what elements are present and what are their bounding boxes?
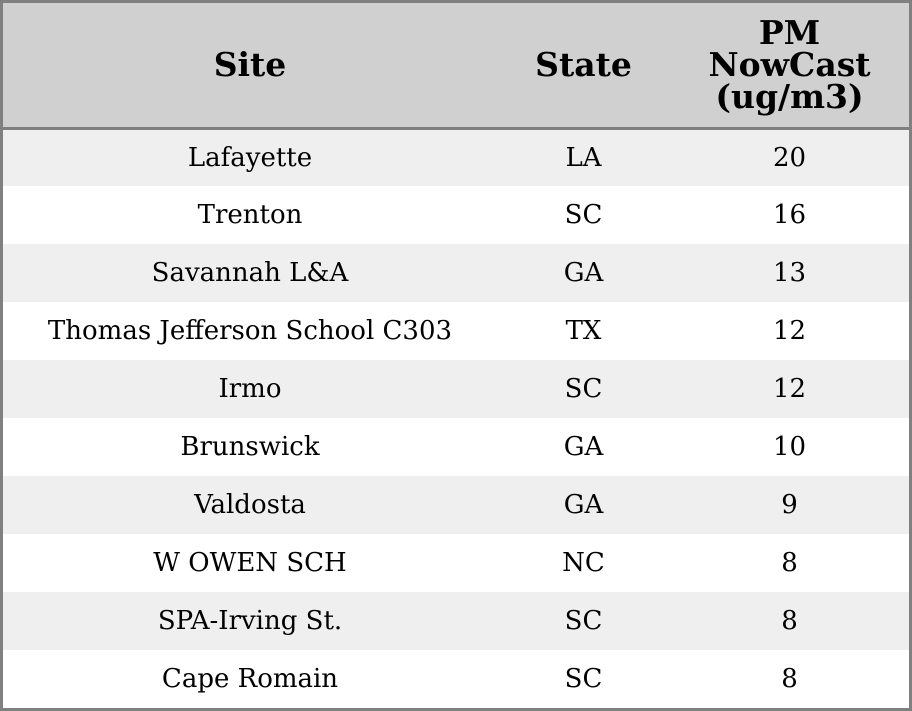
cell-pm: 8 (781, 606, 798, 636)
cell-state: SC (564, 664, 603, 694)
cell-state: LA (565, 142, 602, 173)
table-row: Trenton SC 16 (3, 186, 909, 244)
header-pm-line-1: PM (758, 12, 821, 52)
cell-pm: 8 (781, 664, 798, 694)
table-header: Site State PM NowCast (ug/m3) (3, 3, 909, 130)
table-row: Irmo SC 12 (3, 360, 909, 418)
cell-site: Irmo (218, 374, 282, 404)
cell-pm: 12 (772, 316, 807, 346)
cell-state: GA (563, 490, 604, 520)
table-row: SPA-Irving St. SC 8 (3, 592, 909, 650)
header-pm-line-2: NowCast (708, 44, 871, 84)
cell-site: Trenton (197, 200, 303, 230)
header-pm: PM NowCast (ug/m3) (670, 3, 909, 130)
cell-site: Savannah L&A (151, 258, 349, 288)
cell-site: Cape Romain (161, 664, 339, 694)
pm-nowcast-table: Site State PM NowCast (ug/m3) Lafayette L… (3, 3, 909, 708)
table-row: Thomas Jefferson School C303 TX 12 (3, 302, 909, 360)
table-body: Lafayette LA 20 Trenton SC 16 Savannah L&A GA 13… (3, 128, 909, 708)
cell-state: NC (562, 548, 605, 578)
cell-site: Valdosta (194, 490, 306, 520)
table-row: Brunswick GA 10 (3, 418, 909, 476)
cell-pm: 8 (781, 548, 798, 578)
cell-state: GA (563, 432, 604, 462)
table-row: W OWEN SCH NC 8 (3, 534, 909, 592)
cell-pm: 9 (781, 490, 798, 520)
cell-state: SC (564, 200, 603, 230)
header-site-label: Site (213, 44, 287, 84)
cell-site: Lafayette (187, 142, 313, 173)
header-row: Site State PM NowCast (ug/m3) (3, 3, 909, 130)
cell-pm: 20 (772, 142, 807, 173)
header-state-label: State (535, 44, 632, 84)
cell-pm: 16 (772, 200, 807, 230)
cell-pm: 12 (772, 374, 807, 404)
cell-site: W OWEN SCH (153, 548, 347, 578)
cell-state: SC (564, 374, 603, 404)
header-pm-line-3: (ug/m3) (715, 76, 864, 116)
cell-site: Brunswick (180, 432, 320, 462)
cell-state: SC (564, 606, 603, 636)
cell-site: Thomas Jefferson School C303 (47, 316, 453, 346)
cell-state: GA (563, 258, 604, 288)
table-row: Cape Romain SC 8 (3, 650, 909, 708)
cell-pm: 10 (772, 432, 807, 462)
cell-pm: 13 (772, 258, 807, 288)
cell-site: SPA-Irving St. (157, 606, 343, 636)
table-row: Savannah L&A GA 13 (3, 244, 909, 302)
table-row: Valdosta GA 9 (3, 476, 909, 534)
table-row: Lafayette LA 20 (3, 128, 909, 186)
cell-state: TX (565, 316, 602, 346)
header-state: State (497, 3, 670, 130)
header-site: Site (3, 3, 497, 130)
